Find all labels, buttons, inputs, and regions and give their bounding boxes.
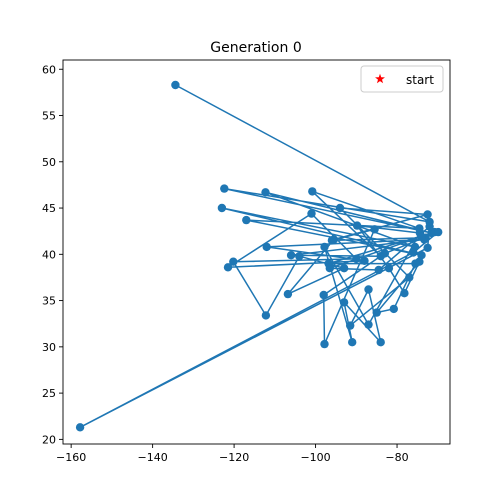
data-point <box>327 236 337 245</box>
data-point <box>220 184 229 193</box>
x-tick-label: −80 <box>385 451 408 464</box>
y-tick-label: 25 <box>42 387 56 400</box>
data-point <box>370 225 379 234</box>
data-point <box>417 232 426 241</box>
data-point <box>417 251 426 260</box>
data-point <box>423 243 432 252</box>
data-point <box>411 259 420 268</box>
y-tick-label: 20 <box>42 433 56 446</box>
data-point <box>307 209 316 218</box>
data-point <box>320 242 329 252</box>
plot-area: −160 −140 −120 −100 −80 20 25 30 35 40 45 50 55 60 <box>42 59 451 464</box>
axes-frame <box>62 59 451 445</box>
data-point <box>242 215 251 225</box>
x-tick-label: −100 <box>300 451 330 464</box>
legend-frame <box>360 65 444 93</box>
data-point <box>346 321 355 330</box>
data-point <box>319 290 328 300</box>
data-point <box>372 308 381 317</box>
y-tick-label: 45 <box>42 202 56 215</box>
data-point <box>261 311 271 320</box>
x-tick-label: −120 <box>219 451 249 464</box>
x-tick-label: −160 <box>56 451 86 464</box>
y-tick-label: 35 <box>42 295 56 308</box>
legend: start <box>360 65 444 93</box>
data-point <box>400 289 409 298</box>
data-point <box>339 264 349 273</box>
data-point <box>409 248 418 257</box>
data-point <box>229 257 238 266</box>
data-point <box>374 265 383 275</box>
data-point <box>364 320 373 329</box>
data-point <box>364 285 373 294</box>
data-point <box>389 304 398 314</box>
data-point <box>384 264 394 273</box>
data-point <box>376 338 385 347</box>
data-point <box>283 289 293 299</box>
data-point <box>261 188 270 197</box>
data-point <box>262 242 271 252</box>
y-tick-label: 50 <box>42 156 56 169</box>
data-point <box>75 423 85 432</box>
data-point <box>286 251 296 260</box>
data-point <box>360 256 369 265</box>
data-point <box>434 227 443 237</box>
data-point <box>320 339 329 349</box>
y-tick-label: 30 <box>42 341 56 354</box>
data-point <box>423 210 432 219</box>
legend-start-label: start <box>406 73 434 87</box>
legend-start-star-icon <box>375 73 385 84</box>
data-point <box>335 203 345 213</box>
chart-title: Generation 0 <box>210 40 301 56</box>
data-point <box>308 187 317 196</box>
data-point <box>405 273 414 282</box>
x-tick-label: −140 <box>138 451 168 464</box>
data-point <box>325 264 334 273</box>
data-point <box>348 338 357 347</box>
data-point <box>352 254 361 264</box>
data-point <box>380 249 389 258</box>
data-point <box>339 298 349 307</box>
data-point <box>171 80 180 90</box>
y-tick-label: 40 <box>42 248 56 261</box>
data-point <box>295 252 304 261</box>
data-point <box>425 222 434 231</box>
data-point <box>217 203 227 213</box>
y-tick-label: 55 <box>42 110 56 123</box>
data-point <box>352 221 362 230</box>
data-point <box>223 263 233 272</box>
y-tick-label: 60 <box>42 63 56 76</box>
